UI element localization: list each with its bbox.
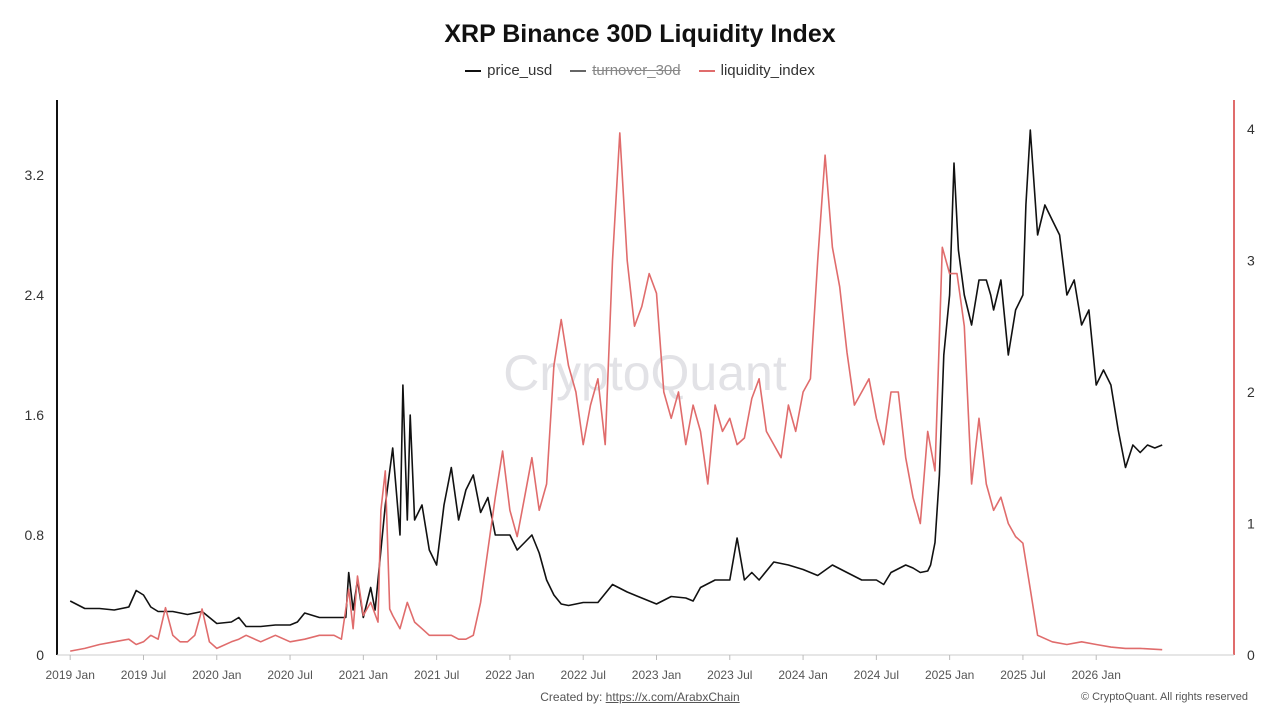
legend-swatch-turnover-30d xyxy=(570,69,587,72)
x-tick-label: 2024 Jan xyxy=(778,668,827,682)
legend-item-liquidity-index[interactable]: liquidity_index xyxy=(698,62,815,79)
watermark-logo: CryptoQuant xyxy=(503,345,787,401)
y-right-tick-label: 1 xyxy=(1247,515,1255,531)
x-tick-label: 2021 Jul xyxy=(414,668,459,682)
x-tick-label: 2024 Jul xyxy=(854,668,899,682)
x-tick-label: 2019 Jan xyxy=(45,668,94,682)
created-by-link[interactable]: https://x.com/ArabxChain xyxy=(605,690,740,704)
x-tick-label: 2020 Jul xyxy=(267,668,312,682)
footer-credit: Created by: https://x.com/ArabxChain xyxy=(0,690,1280,704)
chart-legend: price_usd turnover_30d liquidity_index xyxy=(0,62,1280,79)
created-by-label: Created by: xyxy=(540,690,603,704)
y-right-tick-label: 3 xyxy=(1247,252,1255,268)
y-left-tick-label: 2.4 xyxy=(25,287,45,303)
legend-item-price-usd[interactable]: price_usd xyxy=(465,62,552,79)
y-left-tick-label: 1.6 xyxy=(25,407,45,423)
legend-swatch-liquidity-index xyxy=(698,69,715,72)
series-line-liquidity-index[interactable] xyxy=(70,132,1163,652)
x-tick-label: 2026 Jan xyxy=(1072,668,1121,682)
x-tick-label: 2022 Jul xyxy=(561,668,606,682)
chart-title: XRP Binance 30D Liquidity Index xyxy=(444,20,836,48)
series-line-price-usd[interactable] xyxy=(69,129,1163,628)
x-tick-label: 2025 Jan xyxy=(925,668,974,682)
x-tick-label: 2023 Jan xyxy=(632,668,681,682)
legend-label-liquidity-index: liquidity_index xyxy=(720,62,815,79)
x-tick-label: 2019 Jul xyxy=(121,668,166,682)
y-right-tick-label: 4 xyxy=(1247,121,1255,137)
x-tick-label: 2025 Jul xyxy=(1000,668,1045,682)
x-tick-label: 2021 Jan xyxy=(339,668,388,682)
x-tick-label: 2020 Jan xyxy=(192,668,241,682)
legend-item-turnover-30d[interactable]: turnover_30d xyxy=(570,62,681,79)
copyright-notice: © CryptoQuant. All rights reserved xyxy=(1080,691,1248,703)
y-right-tick-label: 2 xyxy=(1247,384,1255,400)
y-right-tick-label: 0 xyxy=(1247,647,1255,663)
x-tick-label: 2023 Jul xyxy=(707,668,752,682)
legend-swatch-price-usd xyxy=(465,69,482,72)
legend-label-turnover-30d: turnover_30d xyxy=(592,62,681,79)
y-left-tick-label: 0.8 xyxy=(25,527,45,543)
y-left-tick-label: 3.2 xyxy=(25,167,45,183)
x-tick-label: 2022 Jan xyxy=(485,668,534,682)
y-left-tick-label: 0 xyxy=(36,647,44,663)
legend-label-price-usd: price_usd xyxy=(487,62,553,79)
